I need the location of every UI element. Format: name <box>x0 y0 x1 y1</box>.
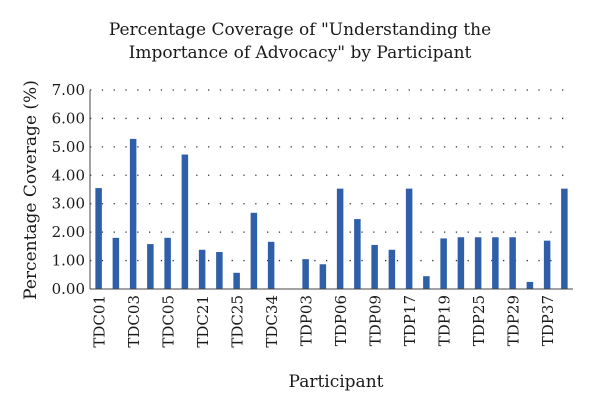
bar <box>492 237 499 289</box>
x-tick-label: TDP29 <box>505 295 523 346</box>
bar <box>423 276 430 289</box>
bar <box>509 237 516 289</box>
bar <box>388 249 396 289</box>
x-tick-label: TDP19 <box>436 295 454 346</box>
bar <box>405 188 413 289</box>
x-tick-label: TDC21 <box>194 295 212 348</box>
x-tick-label: TDC01 <box>91 295 109 348</box>
x-axis-label: Participant <box>289 372 384 392</box>
x-tick-labels: TDC01 TDC03 TDC05 TDC21 TDC25 TDC34 TDP03 TDP06… <box>91 295 558 348</box>
bars <box>95 138 568 289</box>
x-tick-label: TDC25 <box>229 295 247 348</box>
x-tick-label: TDP37 <box>539 295 557 346</box>
bar <box>543 240 551 289</box>
bar <box>112 237 120 289</box>
bar <box>129 138 137 289</box>
y-tick-label: 0.00 <box>52 280 85 298</box>
bar <box>233 272 240 289</box>
y-tick-label: 5.00 <box>52 138 85 156</box>
bar <box>302 259 309 289</box>
bar <box>371 244 378 289</box>
bar <box>457 237 465 289</box>
x-tick-label: TDP09 <box>367 295 385 346</box>
x-tick-label: TDP03 <box>298 295 316 346</box>
bar <box>474 237 482 289</box>
bar <box>250 212 258 289</box>
y-tick-label: 1.00 <box>52 252 85 270</box>
y-tick-label: 7.00 <box>52 81 85 99</box>
x-tick-label: TDP06 <box>332 295 350 346</box>
x-tick-label: TDC03 <box>125 295 143 348</box>
bar <box>198 249 206 289</box>
bar <box>354 219 361 289</box>
bar <box>216 252 223 289</box>
y-tick-label: 3.00 <box>52 195 85 213</box>
y-tick-label: 4.00 <box>52 166 85 184</box>
y-tick-label: 2.00 <box>52 223 85 241</box>
x-tick-label: TDP25 <box>470 295 488 346</box>
chart-title-line-1: Percentage Coverage of "Understanding th… <box>108 20 492 40</box>
bar <box>164 237 171 289</box>
x-tick-label: TDC34 <box>263 295 281 348</box>
y-axis-label: Percentage Coverage (%) <box>21 80 41 300</box>
bar <box>181 154 189 289</box>
chart-title-line-2: Importance of Advocacy" by Participant <box>128 43 472 63</box>
y-tick-label: 6.00 <box>52 109 85 127</box>
bar <box>95 188 102 289</box>
bar <box>440 238 447 289</box>
gridlines <box>90 89 573 262</box>
bar <box>319 264 327 289</box>
bar <box>267 241 275 289</box>
bar <box>336 188 344 289</box>
bar <box>561 188 568 289</box>
bar <box>147 244 154 289</box>
bar <box>526 281 534 289</box>
x-tick-label: TDC05 <box>160 295 178 348</box>
x-tick-label: TDP17 <box>401 295 419 346</box>
y-tick-labels: 0.00 1.00 2.00 3.00 4.00 5.00 6.00 7.00 <box>52 81 85 298</box>
axes <box>89 90 573 290</box>
